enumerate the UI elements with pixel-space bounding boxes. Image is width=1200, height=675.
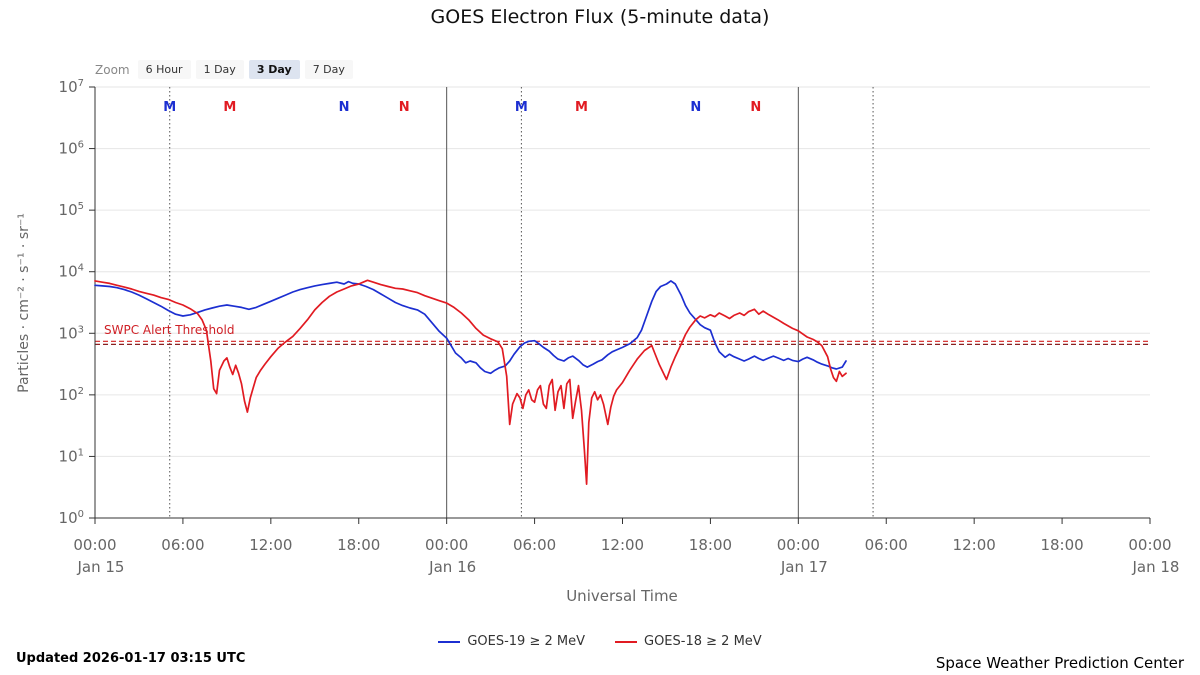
x-tick-label: 18:00: [337, 536, 380, 554]
y-tick-label: 106: [59, 140, 84, 158]
x-day-label: Jan 18: [1132, 558, 1180, 576]
series-line-goes-18: [94, 279, 847, 485]
satellite-marker: N: [750, 100, 761, 115]
x-day-label: Jan 16: [428, 558, 476, 576]
y-tick-label: 103: [59, 324, 84, 342]
x-tick-label: 00:00: [777, 536, 820, 554]
source-attribution: Space Weather Prediction Center: [935, 654, 1184, 672]
y-tick-label: 100: [59, 509, 84, 527]
updated-timestamp: Updated 2026-01-17 03:15 UTC: [16, 651, 246, 666]
x-axis-title: Universal Time: [566, 587, 678, 605]
y-tick-label: 102: [59, 386, 84, 404]
legend-item-goes-18[interactable]: GOES-18 ≥ 2 MeV: [615, 634, 762, 649]
satellite-marker: N: [690, 100, 701, 115]
y-axis-title: Particles · cm⁻² · s⁻¹ · sr⁻¹: [16, 213, 32, 393]
y-tick-label: 104: [59, 263, 84, 281]
zoom-button-6-hour[interactable]: 6 Hour: [137, 60, 191, 79]
y-tick-label: 105: [59, 201, 84, 219]
legend-label-goes-18: GOES-18 ≥ 2 MeV: [644, 634, 762, 649]
zoom-button-7-day[interactable]: 7 Day: [304, 60, 353, 79]
zoom-range-selector: Zoom 6 Hour 1 Day 3 Day 7 Day: [95, 60, 353, 79]
x-tick-label: 00:00: [73, 536, 116, 554]
satellite-marker: N: [399, 100, 410, 115]
y-tick-label: 107: [59, 78, 84, 96]
x-day-label: Jan 17: [780, 558, 828, 576]
x-tick-label: 00:00: [1128, 536, 1171, 554]
x-tick-label: 12:00: [601, 536, 644, 554]
x-tick-label: 18:00: [1040, 536, 1083, 554]
plot-root: 100 101 102 103 104 105 106 107 00:00 Jan 15 06:00…: [59, 78, 1180, 576]
x-tick-label: 06:00: [513, 536, 556, 554]
satellite-marker: M: [223, 100, 236, 115]
x-tick-label: 12:00: [953, 536, 996, 554]
chart-title: GOES Electron Flux (5-minute data): [430, 6, 770, 28]
satellite-marker: N: [339, 100, 350, 115]
zoom-label: Zoom: [95, 62, 130, 77]
series-line-goes-19: [94, 280, 847, 375]
x-tick-label: 12:00: [249, 536, 292, 554]
x-tick-label: 06:00: [865, 536, 908, 554]
x-tick-label: 18:00: [689, 536, 732, 554]
x-tick-label: 00:00: [425, 536, 468, 554]
satellite-marker: M: [163, 100, 176, 115]
chart-legend: GOES-19 ≥ 2 MeV GOES-18 ≥ 2 MeV: [0, 634, 1200, 649]
legend-label-goes-19: GOES-19 ≥ 2 MeV: [467, 634, 585, 649]
legend-line-goes-19: [438, 640, 461, 643]
threshold-label: SWPC Alert Threshold: [104, 323, 234, 337]
y-tick-label: 101: [59, 447, 84, 465]
x-day-label: Jan 15: [77, 558, 125, 576]
satellite-marker: M: [575, 100, 588, 115]
x-tick-label: 06:00: [161, 536, 204, 554]
zoom-button-3-day[interactable]: 3 Day: [248, 60, 300, 79]
legend-item-goes-19[interactable]: GOES-19 ≥ 2 MeV: [438, 634, 585, 649]
satellite-marker: M: [515, 100, 528, 115]
legend-line-goes-18: [615, 640, 637, 643]
zoom-button-1-day[interactable]: 1 Day: [195, 60, 244, 79]
